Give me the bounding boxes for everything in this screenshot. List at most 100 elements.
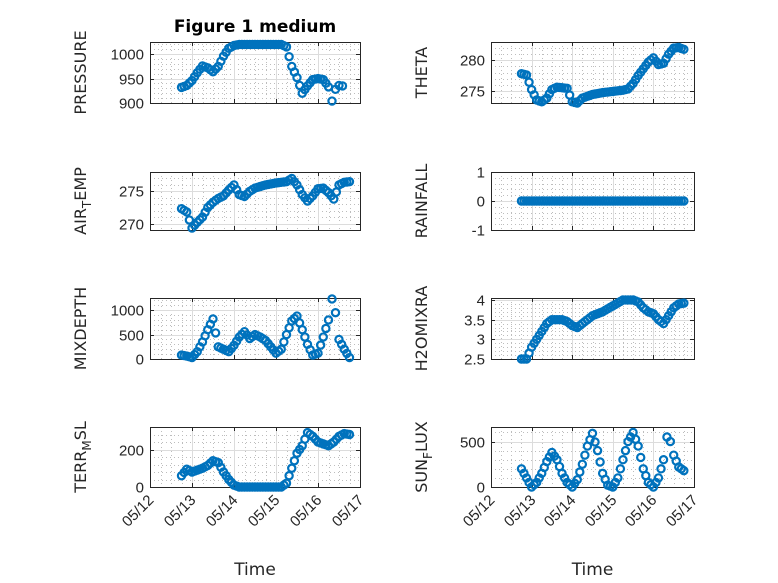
- y-axis-label: H2OMIXRA: [412, 286, 431, 372]
- subplot-1: 900 950 1000 PRESSURE Figure 1 medium: [71, 17, 361, 115]
- x-tick-label: 05/17: [663, 492, 702, 531]
- y-tick-label: 0: [477, 480, 485, 497]
- x-tick-label: 05/12: [119, 492, 158, 531]
- y-tick-label: 900: [119, 96, 144, 113]
- y-tick-label: 275: [119, 184, 144, 201]
- y-tick-label: 4: [477, 293, 485, 310]
- y-tick-label: 0: [136, 480, 144, 497]
- y-axis-label: PRESSURE: [71, 30, 90, 114]
- x-tick-label: 05/16: [287, 492, 326, 531]
- data-point: [210, 328, 221, 338]
- x-tick-label: 05/12: [460, 492, 499, 531]
- data-point: [575, 467, 585, 477]
- data-point: [284, 471, 294, 481]
- subplot-4: -1 0 1 RAINFALL: [412, 164, 695, 240]
- data-point: [665, 436, 676, 447]
- y-tick-label: 0: [477, 194, 485, 211]
- y-tick-label: 2.5: [464, 352, 485, 369]
- y-tick-label: 500: [119, 328, 144, 345]
- y-axis-label: TERRMSL: [71, 421, 94, 494]
- data-point: [297, 325, 307, 335]
- data-point: [292, 72, 302, 83]
- subplot-2: 275 280 THETA: [412, 42, 695, 108]
- x-tick-label: 05/17: [329, 492, 368, 531]
- data-point: [653, 473, 664, 483]
- x-tick-label: 05/14: [203, 492, 242, 531]
- data-point: [572, 475, 582, 485]
- y-tick-label: 200: [119, 443, 144, 460]
- chart-title: Figure 1 medium: [174, 17, 336, 37]
- y-tick-label: 500: [460, 435, 485, 452]
- y-axis-label: THETA: [412, 47, 431, 99]
- data-point: [281, 478, 292, 488]
- data-point: [287, 463, 297, 473]
- data-point: [330, 307, 341, 318]
- data-point: [300, 332, 310, 342]
- data-point: [184, 215, 195, 225]
- data-point: [590, 437, 600, 447]
- y-tick-label: 280: [460, 53, 485, 70]
- data-point: [577, 459, 588, 469]
- data-point: [327, 294, 337, 304]
- data-point: [580, 450, 590, 460]
- x-tick-label: 05/14: [541, 492, 580, 531]
- data-point: [679, 298, 689, 308]
- data-point: [620, 445, 631, 456]
- data-point: [323, 315, 334, 325]
- data-point: [524, 77, 534, 87]
- data-point: [337, 81, 348, 91]
- data-point: [636, 452, 646, 463]
- y-tick-label: 1: [477, 165, 485, 182]
- data-point: [658, 455, 669, 465]
- data-point: [656, 464, 666, 474]
- data-point: [615, 464, 626, 474]
- x-tick-label: 05/15: [582, 492, 621, 531]
- y-tick-label: 1000: [111, 47, 144, 64]
- x-tick-label: 05/15: [245, 492, 284, 531]
- data-point: [679, 465, 689, 476]
- data-point: [321, 323, 331, 334]
- axes-box: [150, 298, 361, 360]
- data-point: [344, 429, 355, 440]
- subplot-3: 270 275 AIRTEMP: [71, 167, 361, 235]
- y-tick-label: 1000: [111, 303, 144, 320]
- axes-box: [491, 298, 695, 360]
- data-point: [284, 51, 294, 62]
- data-point: [679, 44, 689, 55]
- y-axis-label: MIXDEPTH: [71, 287, 90, 370]
- data-point: [618, 455, 628, 465]
- data-point: [289, 456, 300, 466]
- y-axis-label: SUNFLUX: [412, 421, 435, 493]
- data-point: [344, 352, 355, 363]
- x-axis-label: Time: [571, 560, 614, 580]
- data-point: [281, 42, 292, 52]
- data-point: [315, 340, 326, 350]
- subplot-5: 0 500 1000 MIXDEPTH: [71, 287, 361, 370]
- data-point: [344, 176, 355, 187]
- y-tick-label: -1: [472, 223, 485, 240]
- y-tick-label: 950: [119, 72, 144, 89]
- data-point: [595, 457, 605, 467]
- data-point: [592, 445, 603, 456]
- data-point: [327, 96, 337, 106]
- x-tick-label: 05/13: [161, 492, 200, 531]
- data-point: [182, 207, 192, 217]
- data-point: [208, 314, 218, 324]
- x-tick-label: 05/16: [622, 492, 661, 531]
- data-point: [679, 196, 689, 206]
- data-point: [318, 332, 328, 342]
- y-tick-label: 0: [136, 352, 144, 369]
- data-point: [613, 473, 623, 483]
- axes-box: [491, 427, 695, 488]
- y-axis-label: AIRTEMP: [71, 167, 94, 235]
- data-point: [313, 348, 323, 358]
- subplot-6: 2.5 3 3.5 4 H2OMIXRA: [412, 286, 695, 372]
- y-tick-label: 275: [460, 84, 485, 101]
- y-axis-label: RAINFALL: [412, 164, 431, 239]
- y-tick-label: 270: [119, 217, 144, 234]
- y-tick-label: 3.5: [464, 313, 485, 330]
- x-tick-label: 05/13: [501, 492, 540, 531]
- axes-box: [150, 172, 361, 231]
- subplot-7: 0 200 05/12 05/13 05/14 05/15 05/16 05/17 TERRMS…: [71, 421, 367, 580]
